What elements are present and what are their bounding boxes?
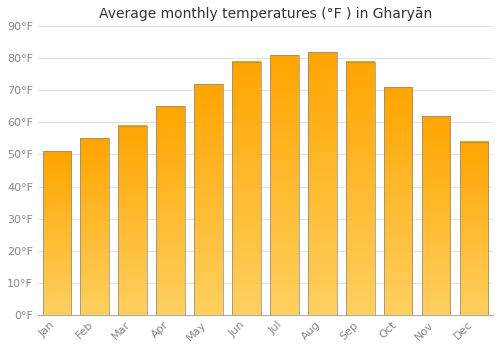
Bar xyxy=(460,142,488,315)
Bar xyxy=(384,87,412,315)
Bar xyxy=(118,126,147,315)
Bar xyxy=(194,84,223,315)
Bar xyxy=(156,106,185,315)
Bar xyxy=(80,139,109,315)
Bar xyxy=(346,62,374,315)
Bar xyxy=(232,62,260,315)
Bar xyxy=(422,116,450,315)
Bar xyxy=(270,55,298,315)
Bar xyxy=(308,52,336,315)
Title: Average monthly temperatures (°F ) in Gharyān: Average monthly temperatures (°F ) in Gh… xyxy=(99,7,432,21)
Bar xyxy=(42,151,71,315)
